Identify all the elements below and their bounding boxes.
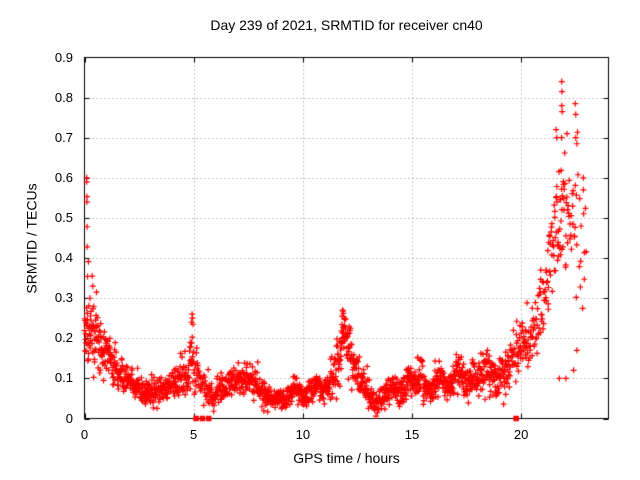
y-tick-label: 0.2 <box>54 330 73 346</box>
y-tick-label: 0.9 <box>54 49 73 65</box>
y-tick-label: 0.6 <box>54 169 73 185</box>
y-tick-label: 0.1 <box>54 370 73 386</box>
x-tick-label: 5 <box>190 427 198 442</box>
x-tick-label: 10 <box>295 427 311 442</box>
x-tick-label: 20 <box>513 427 529 442</box>
y-tick-label: 0.4 <box>54 250 73 266</box>
y-tick-label: 0 <box>65 410 73 426</box>
chart-title: Day 239 of 2021, SRMTID for receiver cn4… <box>210 17 483 33</box>
y-tick-label: 0.3 <box>54 290 73 306</box>
x-tick-label: 15 <box>404 427 420 442</box>
y-tick-label: 0.8 <box>54 89 73 105</box>
y-axis-title: SRMTID / TECUs <box>23 183 40 294</box>
y-tick-label: 0.5 <box>54 209 73 225</box>
x-tick-label: 0 <box>80 427 89 442</box>
x-axis-title: GPS time / hours <box>293 450 400 466</box>
y-tick-label: 0.7 <box>54 129 73 145</box>
